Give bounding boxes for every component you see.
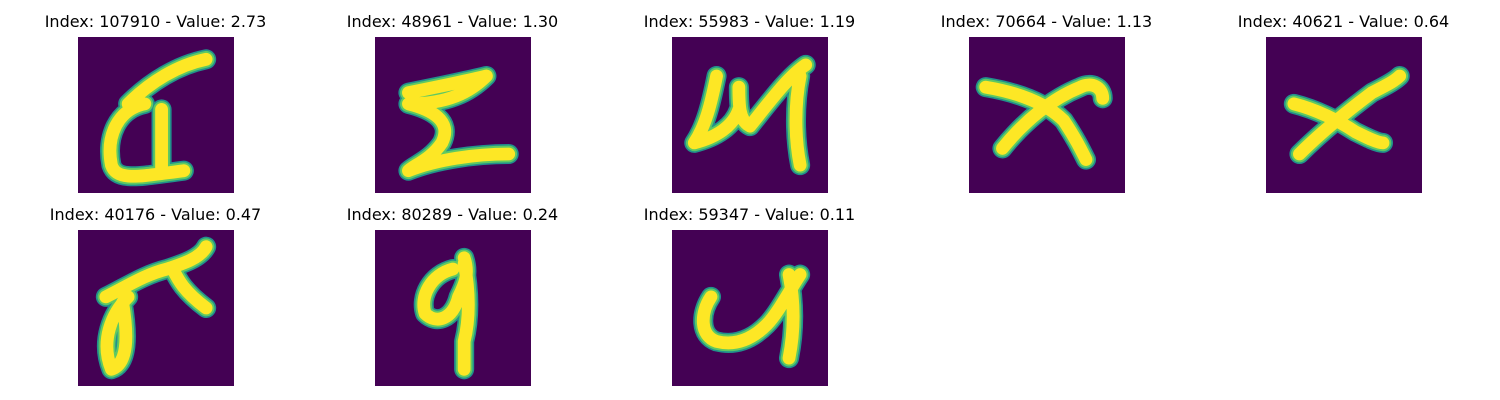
digit-image-svg <box>1266 37 1422 193</box>
digit-image <box>969 37 1125 193</box>
digit-image-svg <box>672 37 828 193</box>
handwritten-stroke-layer <box>1287 69 1407 161</box>
digit-image <box>672 230 828 386</box>
digit-image <box>78 230 234 386</box>
handwritten-stroke-layer <box>417 251 475 376</box>
panel-title: Index: 59347 - Value: 0.11 <box>643 205 856 224</box>
digit-image-svg <box>78 37 234 193</box>
handwritten-stroke-layer <box>99 240 213 376</box>
digit-image <box>375 230 531 386</box>
panel-title: Index: 40621 - Value: 0.64 <box>1237 12 1450 31</box>
panel-title: Index: 48961 - Value: 1.30 <box>346 12 559 31</box>
handwritten-stroke-layer <box>979 78 1110 166</box>
digit-image <box>375 37 531 193</box>
panel-title: Index: 55983 - Value: 1.19 <box>643 12 856 31</box>
image-background <box>375 37 531 193</box>
digit-image-svg <box>969 37 1125 193</box>
panel-title: Index: 70664 - Value: 1.13 <box>940 12 1153 31</box>
panel-title: Index: 40176 - Value: 0.47 <box>49 205 262 224</box>
panel-title: Index: 80289 - Value: 0.24 <box>346 205 559 224</box>
digit-image-svg <box>375 230 531 386</box>
digit-image <box>672 37 828 193</box>
digit-image-svg <box>375 37 531 193</box>
panel-title: Index: 107910 - Value: 2.73 <box>44 12 267 31</box>
digit-image <box>78 37 234 193</box>
handwritten-stroke-layer <box>687 58 813 172</box>
handwritten-stroke-layer <box>103 52 213 183</box>
handwritten-stroke-layer <box>402 69 516 178</box>
digit-image-svg <box>78 230 234 386</box>
handwritten-stroke-layer <box>696 268 807 365</box>
digit-image-svg <box>672 230 828 386</box>
digit-image <box>1266 37 1422 193</box>
